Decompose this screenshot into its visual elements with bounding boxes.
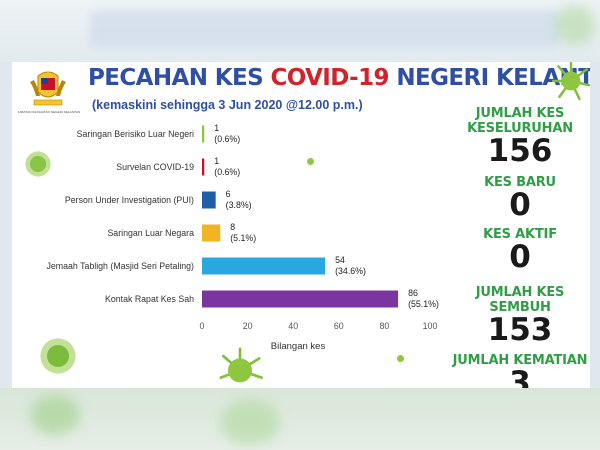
percent-label: (55.1%): [408, 299, 439, 309]
bar: [202, 125, 205, 143]
bar: [202, 290, 399, 308]
stat-recovered-value: 153: [487, 312, 553, 348]
percent-label: (5.1%): [230, 233, 256, 243]
x-tick-label: 20: [243, 321, 253, 331]
crest-logo-icon: [30, 71, 66, 106]
bar-chart: Saringan Berisiko Luar Negeri1(0.6%)Surv…: [46, 123, 439, 352]
background-top: [0, 0, 600, 62]
background-bottom: [0, 388, 600, 450]
category-label: Person Under Investigation (PUI): [65, 195, 194, 205]
virus-dot-2: [397, 355, 404, 362]
logo-caption: JABATAN KESIHATAN NEGERI KELANTAN: [17, 110, 81, 114]
percent-label: (0.6%): [214, 134, 240, 144]
blurred-virus-top-right: [555, 5, 595, 45]
stat-new-value: 0: [509, 187, 531, 223]
category-label: Jemaah Tabligh (Masjid Seri Petaling): [46, 261, 194, 271]
stat-active-value: 0: [509, 239, 531, 275]
virus-icon-left: [25, 151, 51, 177]
x-tick-label: 80: [380, 321, 390, 331]
value-label: 6: [226, 189, 231, 199]
virus-dot-1: [307, 158, 314, 165]
category-label: Survelan COVID-19: [116, 162, 194, 172]
stats-panel: JUMLAH KES KESELURUHAN 156 KES BARU 0 KE…: [452, 106, 588, 388]
stat-recovered-label: JUMLAH KES SEMBUH: [475, 285, 565, 315]
value-label: 1: [214, 123, 219, 133]
stat-deaths-value: 3: [509, 365, 531, 389]
category-label: Kontak Rapat Kes Sah: [105, 294, 194, 304]
percent-label: (0.6%): [214, 167, 240, 177]
virus-icon-bottom-center: [219, 347, 263, 383]
virus-icon-top-right: [551, 62, 590, 101]
value-label: 54: [335, 255, 345, 265]
percent-label: (3.8%): [226, 200, 252, 210]
stat-total-label: JUMLAH KES KESELURUHAN: [467, 106, 573, 136]
value-label: 86: [408, 288, 418, 298]
x-tick-label: 100: [423, 321, 438, 331]
title-accent: COVID-19: [270, 65, 389, 91]
blurred-banner: [90, 10, 560, 48]
x-axis-title: Bilangan kes: [271, 341, 326, 352]
x-tick-label: 0: [200, 321, 205, 331]
value-label: 1: [214, 156, 219, 166]
update-subtitle: (kemaskini sehingga 3 Jun 2020 @12.00 p.…: [92, 98, 363, 112]
infographic-card: JABATAN KESIHATAN NEGERI KELANTAN PECAHA…: [12, 62, 590, 388]
virus-icon-bottom-left: [40, 338, 76, 374]
bar: [202, 191, 216, 209]
stat-deaths-label: JUMLAH KEMATIAN: [452, 353, 588, 368]
category-label: Saringan Berisiko Luar Negeri: [77, 129, 194, 139]
bar: [202, 158, 205, 176]
category-label: Saringan Luar Negara: [107, 228, 194, 238]
stat-total-value: 156: [487, 133, 553, 169]
title-part-1: PECAHAN KES: [88, 65, 271, 91]
value-label: 8: [230, 222, 235, 232]
stat-active-label: KES AKTIF: [483, 227, 557, 242]
bar: [202, 257, 326, 275]
page-title: PECAHAN KES COVID-19 NEGERI KELANTAN: [88, 65, 590, 91]
blurred-virus-bottom-center: [220, 400, 280, 445]
stat-new-label: KES BARU: [484, 175, 556, 190]
x-tick-label: 40: [288, 321, 298, 331]
title-part-2: NEGERI KELANTAN: [396, 65, 590, 91]
x-tick-label: 60: [334, 321, 344, 331]
blurred-virus-bottom-left: [30, 395, 80, 435]
percent-label: (34.6%): [335, 266, 366, 276]
bar: [202, 224, 221, 242]
